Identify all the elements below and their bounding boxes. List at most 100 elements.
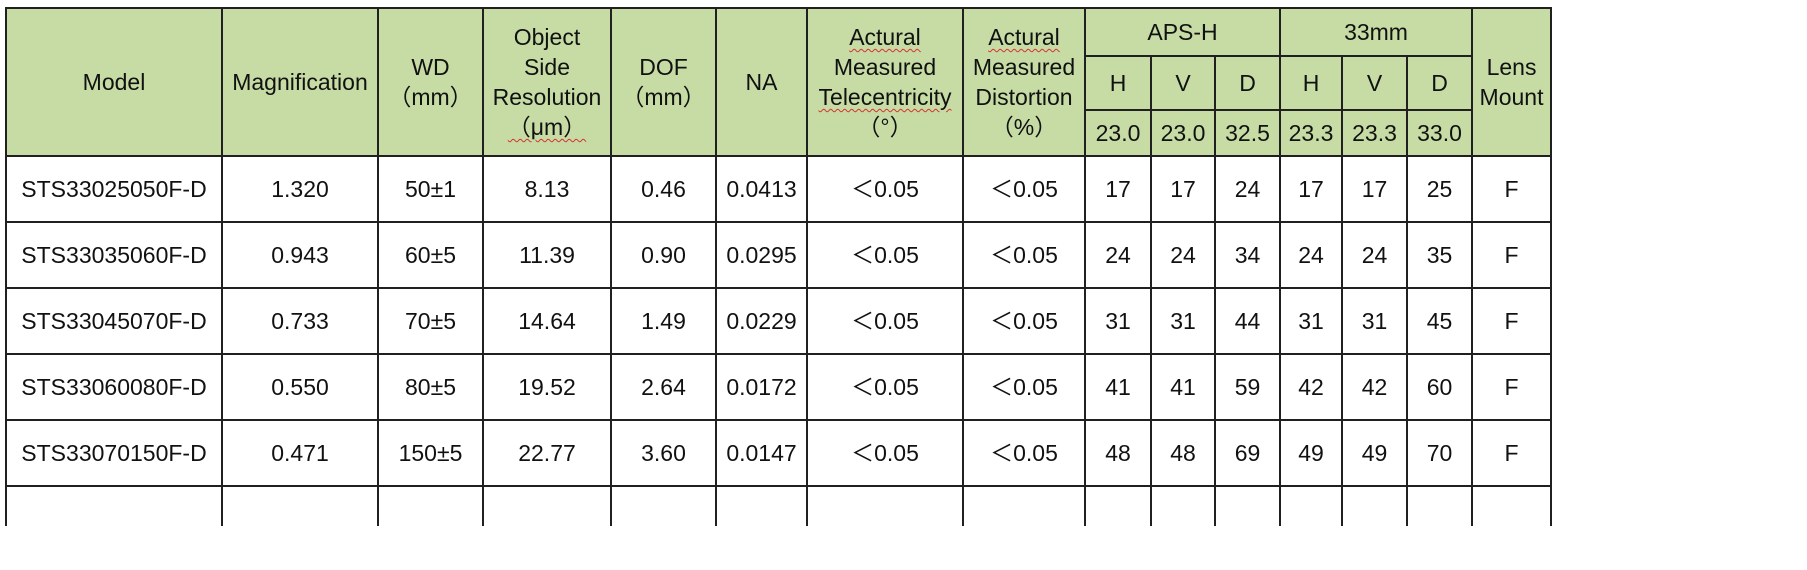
cell-aps-h-v: 48: [1150, 419, 1216, 487]
cell-aps-h-h: 41: [1084, 353, 1152, 421]
table-row: STS33045070F-D 0.733 70±5 14.64 1.49 0.0…: [5, 287, 1553, 355]
cell-aps-h-d: 34: [1213, 221, 1282, 289]
table-body: STS33025050F-D 1.320 50±1 8.13 0.46 0.04…: [5, 155, 1553, 526]
cell-33mm-d: 70: [1406, 419, 1474, 487]
table-row: STS33070150F-D 0.471 150±5 22.77 3.60 0.…: [5, 419, 1553, 487]
cell-33mm-v: 31: [1341, 287, 1409, 355]
header-aps-h-d: D: [1213, 55, 1282, 111]
cell-mount: F: [1471, 155, 1553, 223]
cell-aps-h-h: 48: [1084, 419, 1152, 487]
header-wd: WD （mm）: [377, 7, 484, 157]
cell-33mm-v: 42: [1341, 353, 1409, 421]
cell-aps-h-h: 31: [1084, 287, 1152, 355]
cell-distortion: ＜0.05: [962, 353, 1086, 421]
cell-telecentricity: ＜0.05: [806, 419, 964, 487]
cell-33mm-h: 49: [1279, 419, 1344, 487]
cell-distortion: ＜0.05: [962, 419, 1086, 487]
cell-na: 0.0413: [715, 155, 808, 223]
header-33mm-v-value: 23.3: [1341, 109, 1409, 157]
cell-wd: 60±5: [377, 221, 484, 289]
cell-aps-h-v: 24: [1150, 221, 1216, 289]
cell-resolution: 11.39: [482, 221, 612, 289]
header-aps-h-v-value: 23.0: [1150, 109, 1216, 157]
cell-aps-h-d: 59: [1213, 353, 1282, 421]
cell-33mm-h: 31: [1279, 287, 1344, 355]
cell-33mm-h: 24: [1279, 221, 1344, 289]
header-resolution: Object Side Resolution （μm）: [482, 7, 612, 157]
table-header: Model Magnification WD （mm） Object Side Res…: [5, 7, 1553, 157]
cell-model: STS33045070F-D: [5, 287, 223, 355]
cell-aps-h-d: 44: [1213, 287, 1282, 355]
cell-resolution: 14.64: [482, 287, 612, 355]
table-row-cut-off: [5, 485, 1553, 526]
cell-33mm-v: 49: [1341, 419, 1409, 487]
cell-dof: 3.60: [610, 419, 717, 487]
header-telecentricity: Actural Measured Telecentricity （°）: [806, 7, 964, 157]
cell-33mm-d: 45: [1406, 287, 1474, 355]
cell-model: STS33035060F-D: [5, 221, 223, 289]
cell-telecentricity: ＜0.05: [806, 221, 964, 289]
cell-na: 0.0172: [715, 353, 808, 421]
cell-33mm-v: 17: [1341, 155, 1409, 223]
header-na: NA: [715, 7, 808, 157]
cell-mount: F: [1471, 419, 1553, 487]
cell-model: STS33025050F-D: [5, 155, 223, 223]
cell-dof: 0.90: [610, 221, 717, 289]
table-row: STS33060080F-D 0.550 80±5 19.52 2.64 0.0…: [5, 353, 1553, 421]
cell-distortion: ＜0.05: [962, 221, 1086, 289]
cell-model: STS33060080F-D: [5, 353, 223, 421]
cell-aps-h-v: 31: [1150, 287, 1216, 355]
table-row: STS33035060F-D 0.943 60±5 11.39 0.90 0.0…: [5, 221, 1553, 289]
cell-magnification: 0.943: [221, 221, 379, 289]
header-33mm-d-value: 33.0: [1406, 109, 1474, 157]
table-row: STS33025050F-D 1.320 50±1 8.13 0.46 0.04…: [5, 155, 1553, 223]
cell-33mm-d: 25: [1406, 155, 1474, 223]
cell-aps-h-h: 24: [1084, 221, 1152, 289]
cell-telecentricity: ＜0.05: [806, 287, 964, 355]
header-aps-h-v: V: [1150, 55, 1216, 111]
cell-magnification: 0.733: [221, 287, 379, 355]
header-model: Model: [5, 7, 223, 157]
cell-33mm-h: 17: [1279, 155, 1344, 223]
header-aps-h: APS-H: [1083, 7, 1282, 57]
cell-33mm-d: 60: [1406, 353, 1474, 421]
header-aps-h-h: H: [1084, 55, 1152, 111]
header-magnification: Magnification: [221, 7, 379, 157]
header-33mm-v: V: [1341, 55, 1409, 111]
cell-aps-h-d: 24: [1213, 155, 1282, 223]
header-aps-h-d-value: 32.5: [1213, 109, 1282, 157]
header-distortion: Actural Measured Distortion （%）: [962, 7, 1086, 157]
cell-resolution: 22.77: [482, 419, 612, 487]
cell-dof: 2.64: [610, 353, 717, 421]
header-33mm-h: H: [1279, 55, 1344, 111]
header-lens-mount: Lens Mount: [1471, 7, 1553, 157]
cell-magnification: 0.550: [221, 353, 379, 421]
header-dof: DOF （mm）: [610, 7, 717, 157]
cell-distortion: ＜0.05: [962, 155, 1086, 223]
cell-dof: 1.49: [610, 287, 717, 355]
cell-resolution: 8.13: [482, 155, 612, 223]
cell-telecentricity: ＜0.05: [806, 155, 964, 223]
cell-na: 0.0147: [715, 419, 808, 487]
cell-wd: 150±5: [377, 419, 484, 487]
header-33mm: 33mm: [1279, 7, 1474, 57]
cell-mount: F: [1471, 221, 1553, 289]
cell-magnification: 1.320: [221, 155, 379, 223]
cell-wd: 50±1: [377, 155, 484, 223]
cell-aps-h-h: 17: [1084, 155, 1152, 223]
cell-na: 0.0229: [715, 287, 808, 355]
cell-magnification: 0.471: [221, 419, 379, 487]
cell-dof: 0.46: [610, 155, 717, 223]
cell-aps-h-v: 41: [1150, 353, 1216, 421]
header-33mm-h-value: 23.3: [1279, 109, 1344, 157]
header-33mm-d: D: [1406, 55, 1474, 111]
cell-wd: 70±5: [377, 287, 484, 355]
lens-spec-table: Model Magnification WD （mm） Object Side Res…: [5, 7, 1553, 526]
cell-na: 0.0295: [715, 221, 808, 289]
cell-aps-h-v: 17: [1150, 155, 1216, 223]
cell-33mm-d: 35: [1406, 221, 1474, 289]
cell-distortion: ＜0.05: [962, 287, 1086, 355]
cell-aps-h-d: 69: [1213, 419, 1282, 487]
header-aps-h-h-value: 23.0: [1084, 109, 1152, 157]
cell-mount: F: [1471, 353, 1553, 421]
